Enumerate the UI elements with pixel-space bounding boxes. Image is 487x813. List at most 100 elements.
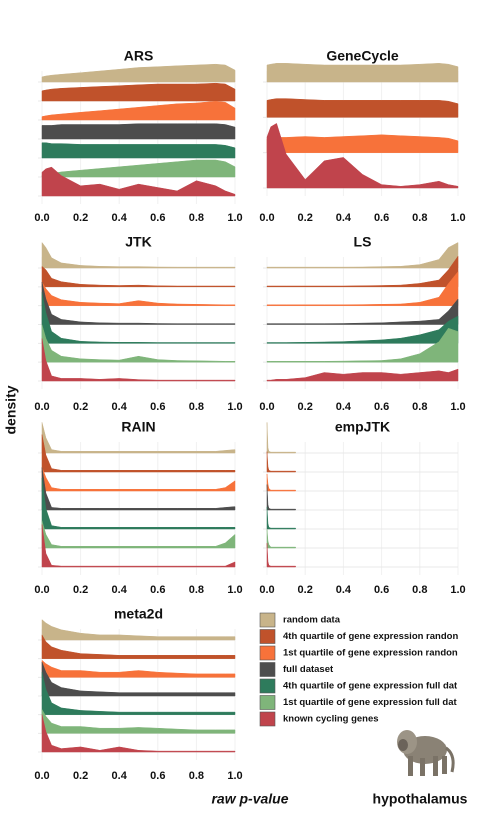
- ridge-area: [266, 315, 459, 344]
- ridge-area: [41, 672, 236, 715]
- x-tick-label: 1.0: [450, 212, 465, 224]
- ridge-area: [266, 63, 459, 83]
- ridge-area: [41, 324, 236, 363]
- ridge-area: [41, 101, 236, 121]
- x-tick-label: 0.4: [336, 401, 352, 413]
- x-tick-label: 1.0: [227, 212, 242, 224]
- legend-label: 1st quartile of gene expression full dat: [283, 697, 458, 708]
- ridge-area: [266, 298, 459, 325]
- x-tick-label: 1.0: [227, 584, 242, 596]
- x-tick-label: 1.0: [450, 584, 465, 596]
- x-tick-label: 0.8: [189, 401, 204, 413]
- ridge-area: [41, 280, 236, 306]
- ridge-area: [41, 633, 236, 659]
- ridge-area: [266, 506, 296, 530]
- x-tick-label: 1.0: [227, 770, 242, 782]
- x-tick-label: 0.4: [112, 212, 128, 224]
- panel-title: GeneCycle: [326, 48, 399, 64]
- legend-label: full dataset: [283, 664, 334, 675]
- x-tick-label: 0.4: [112, 770, 128, 782]
- x-axis-label: raw p-value: [211, 791, 288, 807]
- ridge-area: [266, 473, 296, 492]
- ridge-area: [266, 529, 296, 549]
- x-tick-label: 0.4: [112, 401, 128, 413]
- x-tick-label: 0.2: [73, 584, 88, 596]
- ridge-area: [41, 520, 236, 549]
- legend-label: random data: [283, 615, 341, 626]
- legend-swatch: [259, 662, 276, 677]
- x-tick-label: 0.2: [73, 212, 88, 224]
- x-tick-label: 0.2: [73, 401, 88, 413]
- ridge-area: [41, 166, 236, 197]
- legend-label: 1st quartile of gene expression randon: [283, 648, 458, 659]
- ridge-area: [41, 292, 236, 344]
- x-tick-label: 0.0: [34, 770, 49, 782]
- ridge-area: [266, 134, 459, 153]
- x-tick-label: 0.8: [412, 212, 427, 224]
- ridge-area: [41, 477, 236, 530]
- ridge-area: [41, 82, 236, 102]
- panel-title: empJTK: [335, 419, 390, 435]
- ridge-area: [41, 422, 236, 454]
- legend-swatch: [259, 678, 276, 694]
- legend-swatch: [259, 645, 276, 661]
- legend-label: 4th quartile of gene expression randon: [283, 631, 458, 642]
- x-tick-label: 0.4: [112, 584, 128, 596]
- panel-title: RAIN: [121, 419, 155, 435]
- ridge-area: [266, 451, 296, 473]
- x-tick-label: 0.0: [259, 212, 274, 224]
- ridge-area: [41, 159, 236, 178]
- ridge-area: [266, 270, 459, 306]
- x-tick-label: 0.6: [150, 584, 165, 596]
- x-tick-label: 0.6: [374, 401, 389, 413]
- legend-swatch: [259, 612, 276, 628]
- x-tick-label: 0.2: [298, 584, 313, 596]
- x-tick-label: 0.0: [34, 401, 49, 413]
- ridge-area: [266, 422, 296, 454]
- ridge-area: [41, 434, 236, 473]
- ridge-area: [266, 484, 296, 511]
- x-tick-label: 0.0: [34, 212, 49, 224]
- x-tick-label: 0.8: [189, 584, 204, 596]
- panel-title: JTK: [125, 234, 151, 250]
- ridge-area: [41, 241, 236, 269]
- ridge-area: [41, 142, 236, 159]
- ridge-area: [41, 265, 236, 288]
- x-tick-label: 0.0: [259, 584, 274, 596]
- ridge-area: [41, 619, 236, 641]
- x-tick-label: 0.8: [189, 212, 204, 224]
- y-axis-label: density: [3, 385, 19, 434]
- ridge-area: [266, 123, 459, 189]
- ridge-area: [41, 467, 236, 492]
- ridge-area: [41, 708, 236, 734]
- caption: hypothalamus: [373, 791, 468, 807]
- ridge-area: [41, 661, 236, 697]
- ridge-area: [41, 281, 236, 325]
- ridge-area: [41, 714, 236, 753]
- ridge-area: [41, 338, 236, 382]
- x-tick-label: 0.6: [150, 212, 165, 224]
- x-tick-label: 0.8: [412, 584, 427, 596]
- ridge-area: [41, 63, 236, 83]
- x-tick-label: 0.6: [374, 212, 389, 224]
- ridge-area: [266, 368, 459, 382]
- x-tick-label: 0.6: [150, 770, 165, 782]
- x-tick-label: 1.0: [450, 401, 465, 413]
- ridge-area: [41, 659, 236, 678]
- legend-label: 4th quartile of gene expression full dat: [283, 681, 458, 692]
- x-tick-label: 0.8: [412, 401, 427, 413]
- x-tick-label: 0.2: [298, 401, 313, 413]
- legend-swatch: [259, 695, 276, 710]
- x-tick-label: 0.2: [73, 770, 88, 782]
- x-tick-label: 0.4: [336, 584, 352, 596]
- x-tick-label: 0.2: [298, 212, 313, 224]
- ridge-area: [266, 242, 459, 269]
- panel-title: LS: [354, 234, 372, 250]
- ridge-area: [41, 123, 236, 140]
- x-tick-label: 0.4: [336, 212, 352, 224]
- x-tick-label: 1.0: [227, 401, 242, 413]
- ridge-area: [41, 467, 236, 511]
- x-tick-label: 0.6: [374, 584, 389, 596]
- panel-title: ARS: [124, 48, 154, 64]
